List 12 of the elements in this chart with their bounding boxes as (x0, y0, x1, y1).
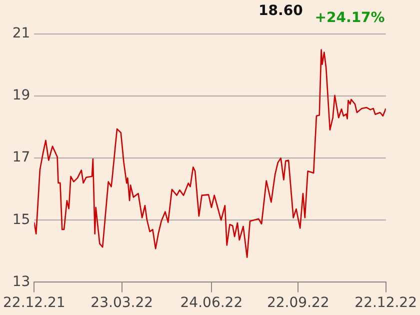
text: +24.17% (314, 10, 385, 26)
text: 18.60 (258, 3, 304, 19)
x-tick-label: 23.03.22 (90, 295, 154, 312)
x-tick-label: 22.09.22 (266, 295, 330, 312)
x-tick-label: 22.12.21 (3, 295, 66, 312)
y-tick-label: 15 (12, 212, 30, 228)
y-tick-label: 19 (12, 88, 30, 104)
y-tick-label: 21 (12, 26, 30, 42)
y-tick-label: 17 (12, 150, 30, 166)
x-tick-label: 24.06.22 (180, 295, 243, 312)
x-tick-label: 22.12.22 (354, 295, 417, 312)
y-tick-label: 13 (12, 274, 30, 290)
